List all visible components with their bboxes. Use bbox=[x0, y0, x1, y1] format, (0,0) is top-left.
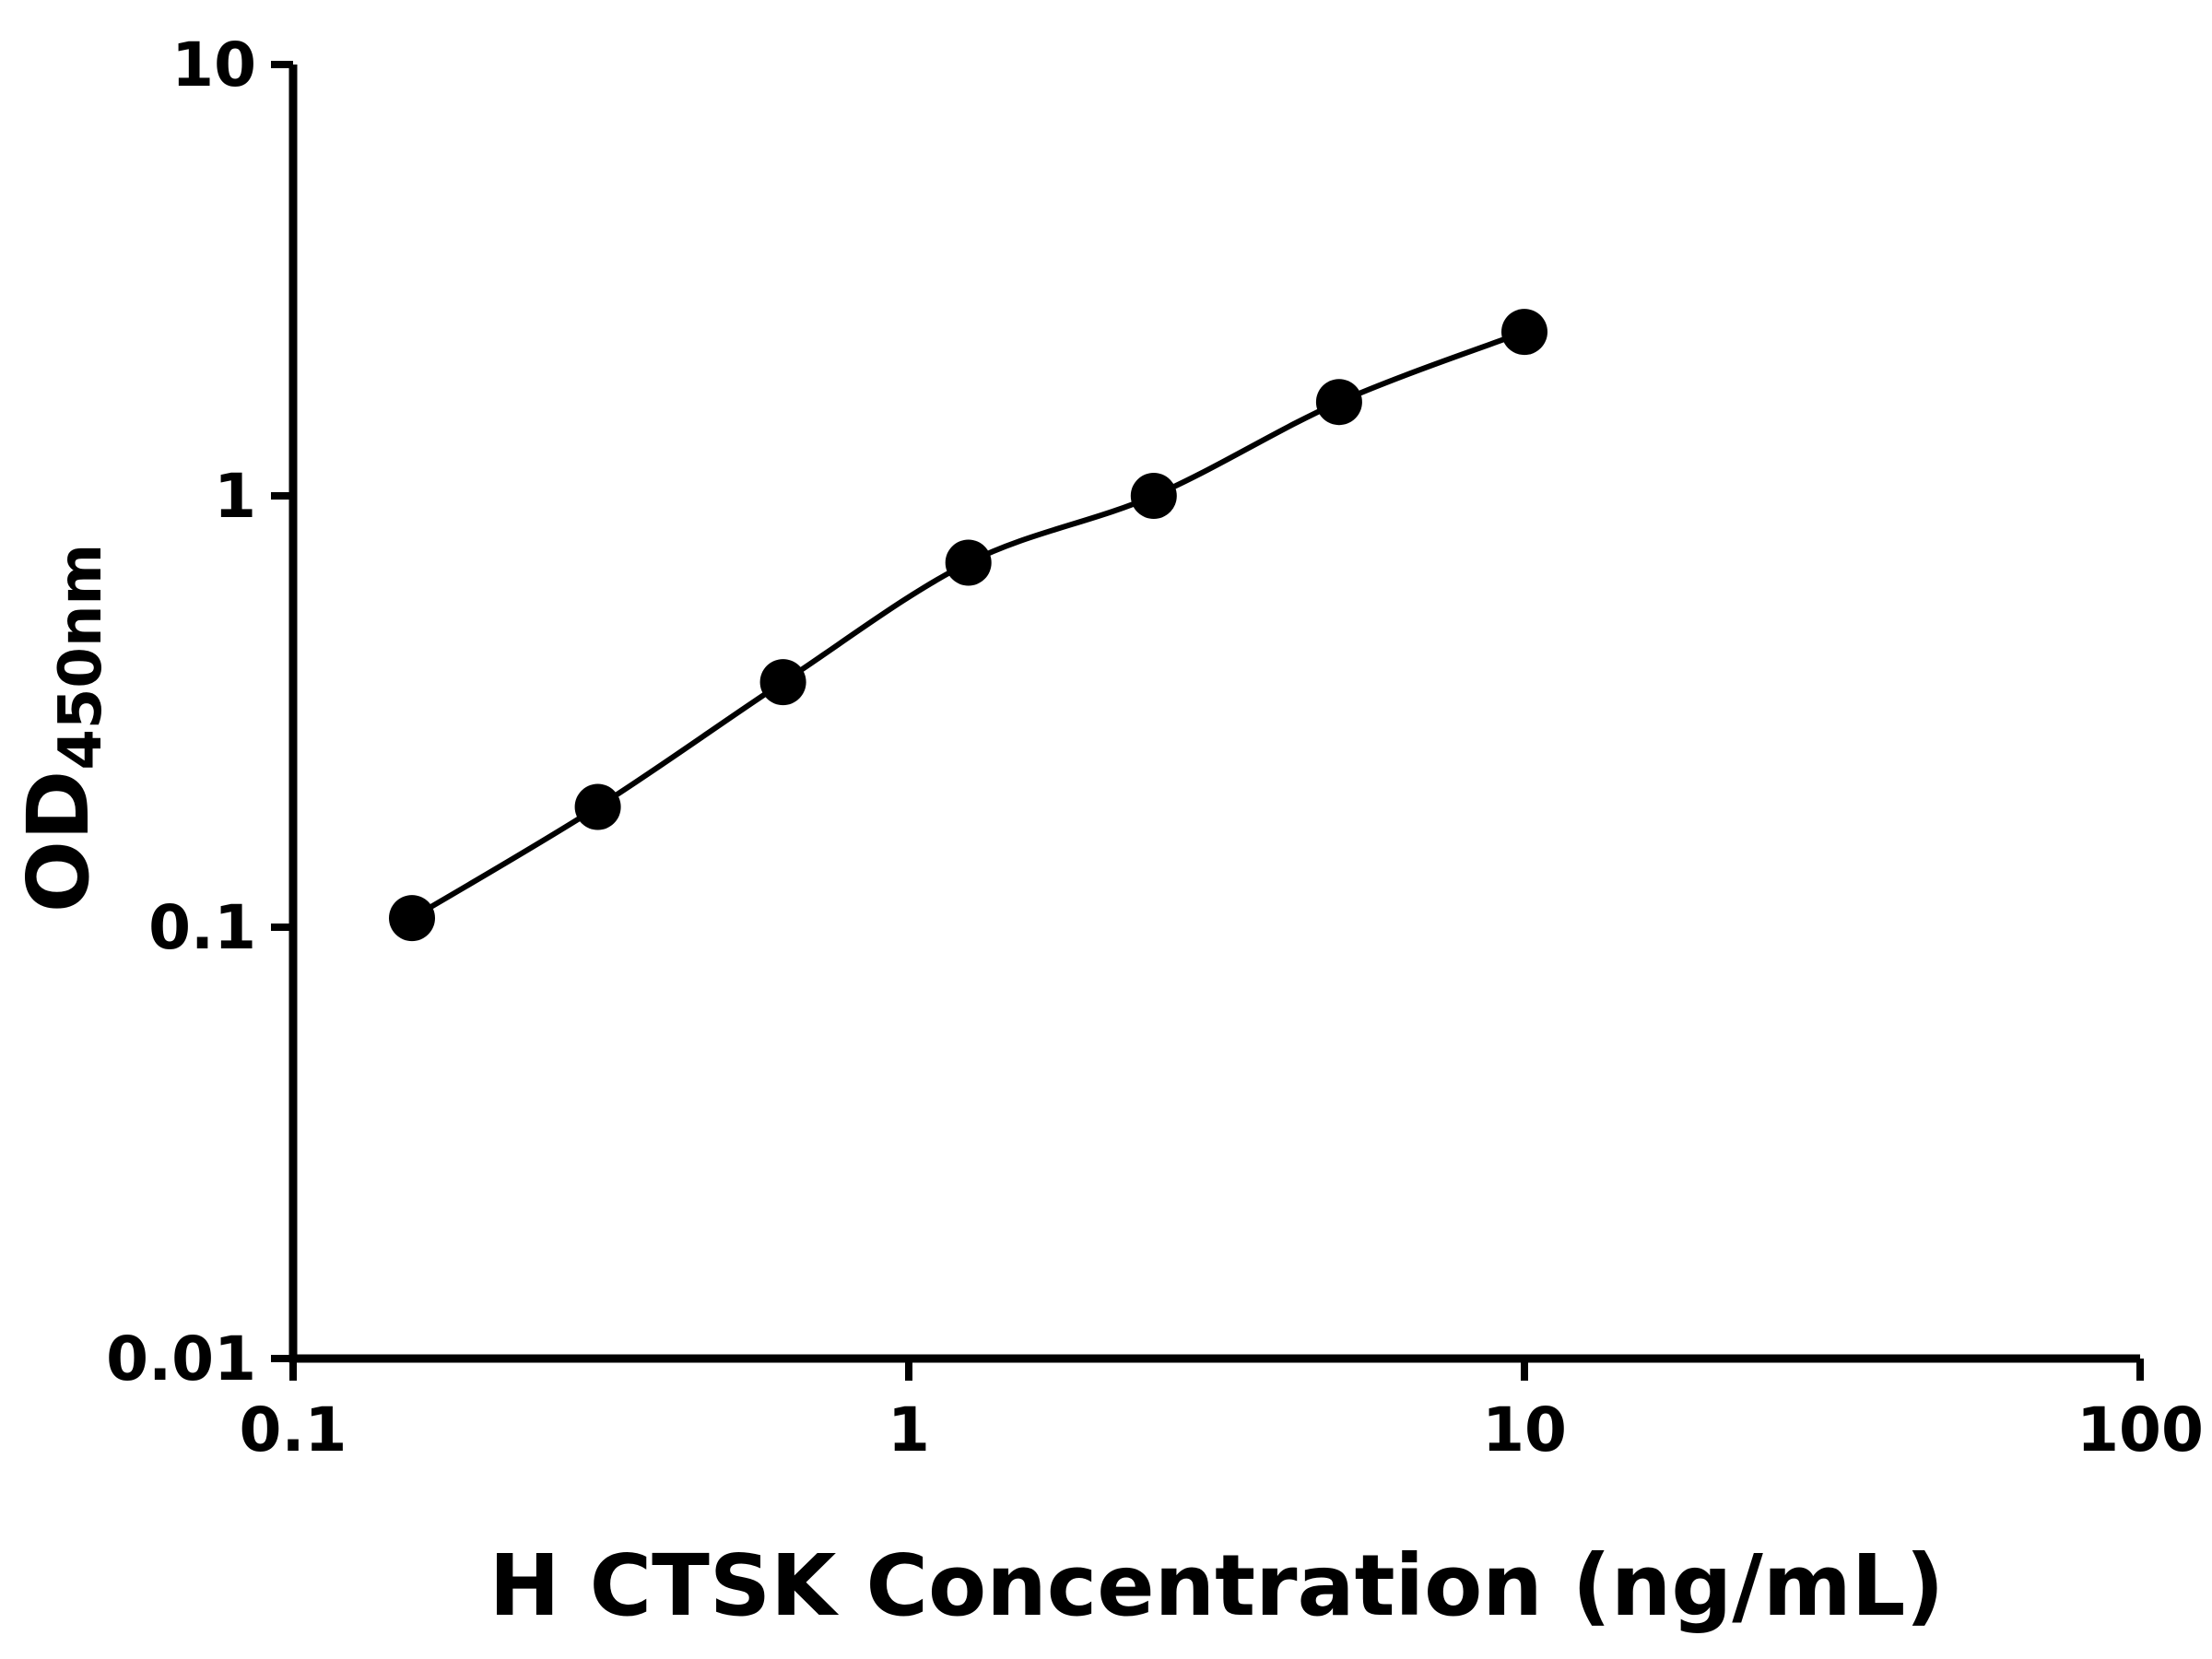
y-tick-label: 1 bbox=[214, 461, 256, 532]
y-axis-title-sub: 450nm bbox=[47, 544, 115, 771]
y-tick-label: 0.1 bbox=[148, 892, 256, 963]
y-tick-label: 10 bbox=[171, 29, 256, 100]
data-point-5 bbox=[1130, 473, 1177, 519]
data-point-4 bbox=[945, 539, 992, 586]
x-tick-label: 0.1 bbox=[240, 1394, 347, 1465]
x-axis-title: H CTSK Concentration (ng/mL) bbox=[489, 1536, 1945, 1635]
x-tick-label: 1 bbox=[888, 1394, 930, 1465]
data-point-2 bbox=[574, 783, 621, 830]
y-axis-title-main: OD bbox=[9, 771, 108, 913]
y-axis-title: OD450nm bbox=[9, 544, 115, 912]
data-point-6 bbox=[1315, 379, 1362, 426]
x-tick-label: 100 bbox=[2077, 1394, 2204, 1465]
standard-curve-line bbox=[410, 329, 1526, 921]
y-tick-label: 0.01 bbox=[106, 1324, 256, 1394]
data-point-1 bbox=[389, 895, 435, 942]
axes bbox=[288, 65, 2140, 1363]
data-point-7 bbox=[1501, 309, 1547, 356]
data-point-3 bbox=[759, 659, 806, 706]
x-tick-label: 10 bbox=[1482, 1394, 1567, 1465]
